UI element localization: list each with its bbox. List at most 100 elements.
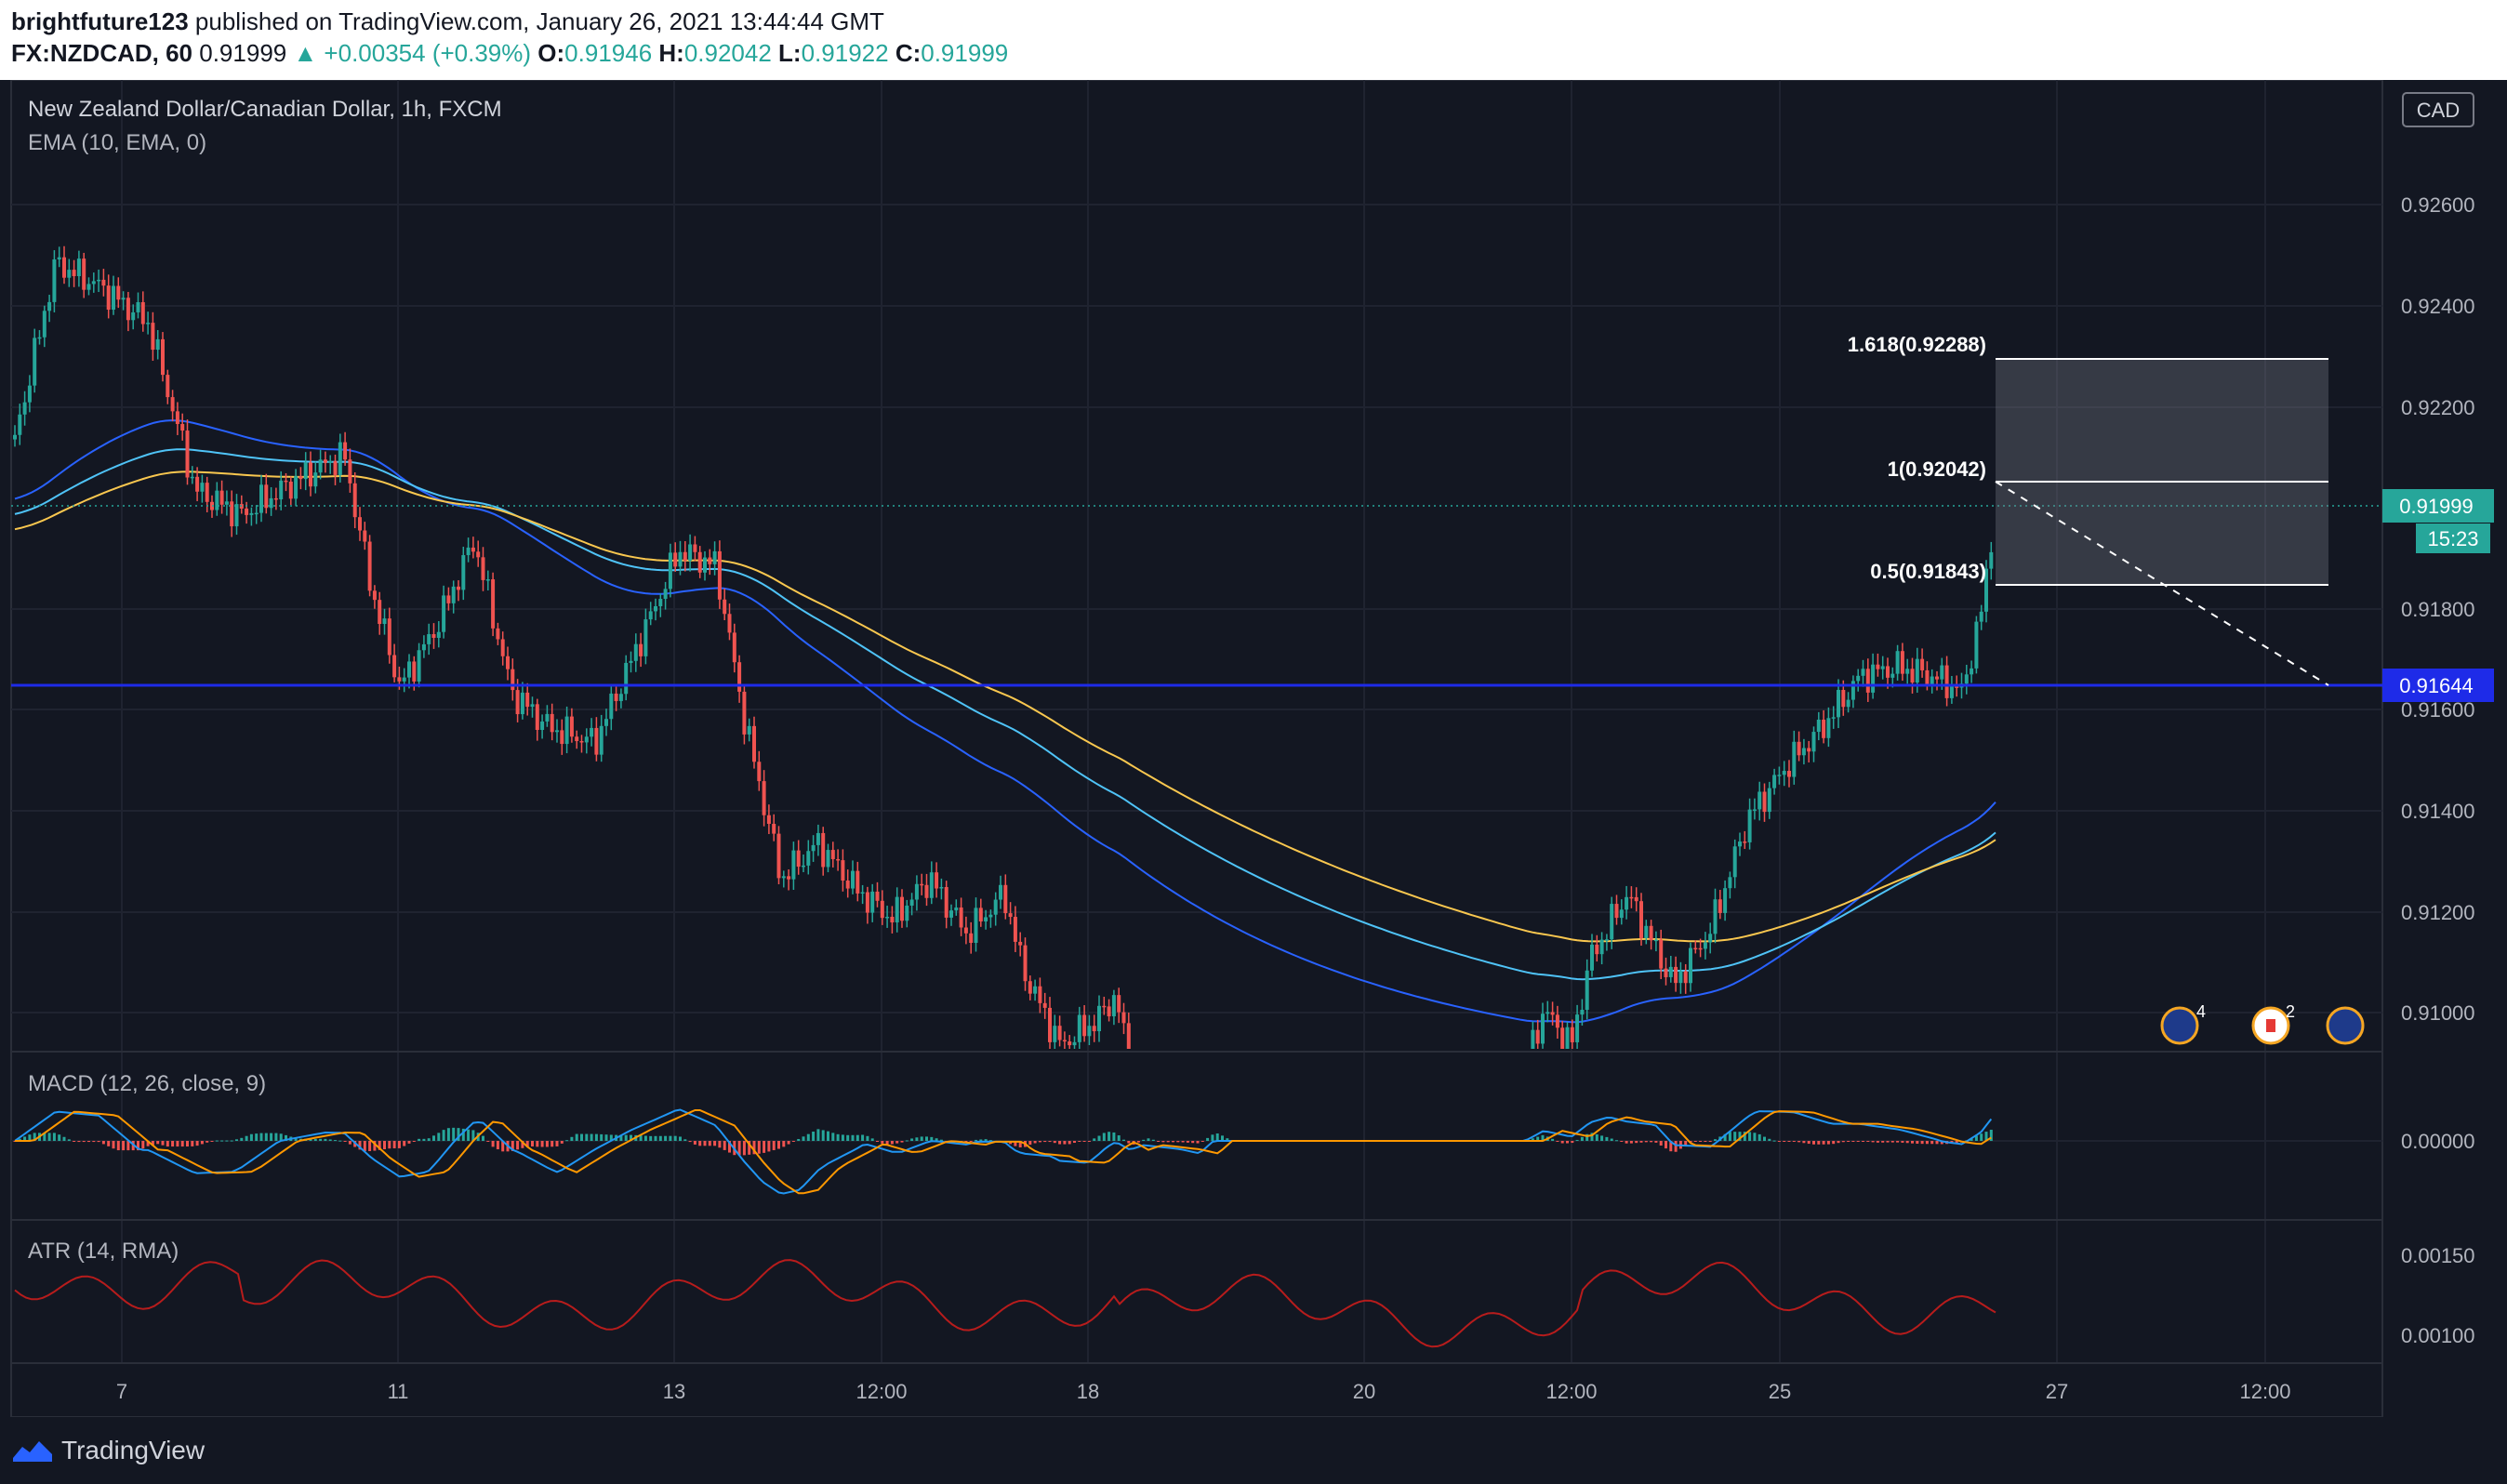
candle bbox=[1082, 1005, 1087, 1042]
candle bbox=[974, 897, 978, 952]
candle bbox=[954, 899, 959, 916]
macd-histogram-bar bbox=[461, 1128, 465, 1141]
macd-histogram-bar bbox=[585, 1133, 589, 1141]
macd-histogram-bar bbox=[126, 1141, 130, 1151]
candle bbox=[1944, 656, 1949, 707]
candle bbox=[372, 585, 377, 609]
candle bbox=[219, 480, 224, 514]
event-marker-nz[interactable] bbox=[2326, 1006, 2365, 1045]
macd-histogram-bar bbox=[1890, 1141, 1894, 1143]
candle bbox=[633, 633, 638, 672]
macd-histogram-bar bbox=[1644, 1141, 1648, 1143]
macd-histogram-bar bbox=[1881, 1141, 1885, 1143]
candle bbox=[856, 861, 860, 902]
macd-histogram-bar bbox=[1930, 1141, 1934, 1145]
candle bbox=[663, 581, 668, 610]
event-marker-nz[interactable]: 4 bbox=[2160, 1002, 2206, 1045]
price-axis[interactable]: 0.92600 0.92400 0.92200 0.91800 0.91600 … bbox=[2401, 193, 2475, 1025]
macd-histogram-bar bbox=[146, 1141, 150, 1146]
macd-histogram-bar bbox=[1127, 1141, 1131, 1144]
macd-histogram-bar bbox=[1551, 1138, 1555, 1141]
macd-histogram-bar bbox=[259, 1133, 263, 1141]
macd-histogram-bar bbox=[230, 1140, 233, 1142]
atr-legend[interactable]: ATR (14, RMA) bbox=[28, 1239, 179, 1264]
candle bbox=[506, 646, 510, 681]
macd-histogram-bar bbox=[841, 1134, 844, 1141]
candle bbox=[1807, 740, 1811, 763]
candle bbox=[1644, 920, 1649, 945]
macd-histogram-bar bbox=[856, 1134, 859, 1141]
ema-legend[interactable]: EMA (10, EMA, 0) bbox=[28, 130, 207, 155]
event-marker-ca[interactable]: 2 bbox=[2251, 1002, 2295, 1045]
currency-badge[interactable]: CAD bbox=[2402, 92, 2474, 127]
candle bbox=[1738, 832, 1742, 856]
macd-histogram-bar bbox=[920, 1136, 923, 1141]
macd-histogram-bar bbox=[984, 1139, 988, 1141]
macd-histogram-bar bbox=[156, 1141, 160, 1145]
candle bbox=[624, 655, 629, 701]
macd-histogram-bar bbox=[1955, 1141, 1958, 1144]
candle bbox=[1970, 660, 1974, 683]
macd-histogram-bar bbox=[52, 1133, 56, 1141]
candle bbox=[747, 718, 751, 742]
macd-signal-line bbox=[15, 1109, 1992, 1195]
macd-legend[interactable]: MACD (12, 26, close, 9) bbox=[28, 1071, 267, 1096]
macd-histogram-bar bbox=[1935, 1141, 1939, 1145]
symbol-label: FX:NZDCAD, 60 bbox=[11, 39, 193, 67]
candle bbox=[545, 705, 550, 727]
macd-histogram-bar bbox=[698, 1141, 702, 1146]
macd-histogram-bar bbox=[969, 1141, 973, 1142]
candle bbox=[1930, 669, 1934, 694]
candle bbox=[259, 474, 263, 523]
macd-histogram-bar bbox=[1166, 1141, 1170, 1143]
candle bbox=[417, 643, 421, 688]
candle bbox=[944, 881, 948, 929]
candle bbox=[1762, 783, 1767, 822]
candle bbox=[1659, 929, 1664, 979]
macd-histogram-bar bbox=[1797, 1141, 1801, 1143]
tradingview-logo[interactable]: TradingView bbox=[11, 1436, 205, 1465]
chart-canvas[interactable]: 1.618(0.92288) 1(0.92042) 0.5(0.91843) 0… bbox=[0, 80, 2507, 1417]
macd-histogram-bar bbox=[525, 1141, 529, 1147]
macd-histogram-bar bbox=[1871, 1141, 1875, 1143]
candle bbox=[1689, 942, 1692, 992]
brand-name: TradingView bbox=[61, 1436, 206, 1464]
candle bbox=[1599, 932, 1604, 965]
candle bbox=[895, 887, 899, 933]
candle bbox=[175, 402, 179, 435]
candle bbox=[1723, 880, 1728, 921]
candle bbox=[52, 250, 57, 312]
macd-histogram-bar bbox=[1102, 1133, 1106, 1141]
candle bbox=[481, 547, 485, 591]
candle bbox=[1949, 676, 1954, 704]
candle bbox=[1121, 1002, 1126, 1035]
macd-histogram-bar bbox=[939, 1139, 943, 1141]
macd-histogram-bar bbox=[630, 1134, 632, 1141]
macd-histogram-bar bbox=[821, 1130, 825, 1141]
macd-histogram-bar bbox=[782, 1141, 786, 1147]
author-name[interactable]: brightfuture123 bbox=[11, 7, 189, 35]
macd-histogram-bar bbox=[763, 1141, 766, 1153]
macd-histogram-bar bbox=[101, 1141, 105, 1145]
chart-title[interactable]: New Zealand Dollar/Canadian Dollar, 1h, … bbox=[28, 97, 502, 122]
price-tick: 0.91400 bbox=[2401, 800, 2475, 823]
candle bbox=[1604, 934, 1609, 951]
macd-histogram-bar bbox=[1575, 1139, 1579, 1141]
time-axis[interactable]: 7 11 13 12:00 18 20 12:00 25 27 12:00 bbox=[116, 1380, 2291, 1403]
candle bbox=[1811, 726, 1816, 762]
candle bbox=[1708, 922, 1713, 954]
candle bbox=[742, 686, 747, 745]
candle bbox=[446, 587, 451, 611]
candle bbox=[836, 849, 841, 871]
candle bbox=[1585, 959, 1589, 1020]
fib-extension-box[interactable]: 1.618(0.92288) 1(0.92042) 0.5(0.91843) bbox=[1848, 333, 2329, 686]
candle bbox=[530, 696, 535, 718]
macd-histogram-bar bbox=[669, 1135, 672, 1141]
candle bbox=[170, 390, 175, 422]
macd-tick: 0.00000 bbox=[2401, 1130, 2475, 1153]
candle bbox=[1678, 961, 1683, 994]
candle bbox=[781, 870, 786, 888]
macd-histogram-bar bbox=[1792, 1141, 1796, 1142]
candle bbox=[1590, 934, 1594, 977]
macd-histogram-bar bbox=[1556, 1141, 1559, 1142]
